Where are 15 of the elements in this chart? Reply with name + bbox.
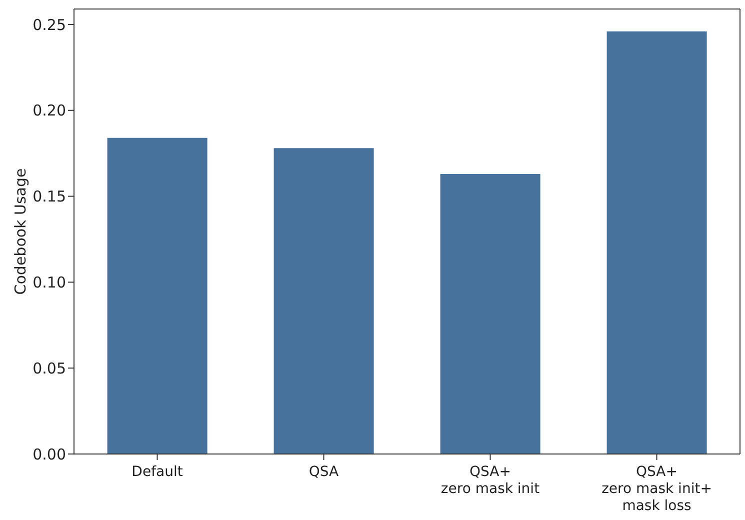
- y-tick-label: 0.00: [32, 445, 66, 464]
- bar: [107, 138, 208, 454]
- x-tick-label: QSA+ zero mask init+ mask loss: [602, 464, 712, 514]
- y-tick-label: 0.05: [32, 359, 66, 378]
- bar: [606, 31, 707, 454]
- bar: [274, 148, 374, 454]
- bar: [440, 174, 540, 454]
- x-tick-label: Default: [132, 464, 184, 480]
- y-tick-label: 0.25: [32, 16, 66, 34]
- y-tick-label: 0.20: [32, 102, 66, 120]
- y-tick-label: 0.15: [32, 188, 66, 206]
- y-tick-label: 0.10: [32, 274, 66, 292]
- y-axis-title: Codebook Usage: [11, 168, 30, 295]
- x-tick-label: QSA+ zero mask init: [440, 464, 540, 497]
- x-tick-label: QSA: [308, 464, 340, 480]
